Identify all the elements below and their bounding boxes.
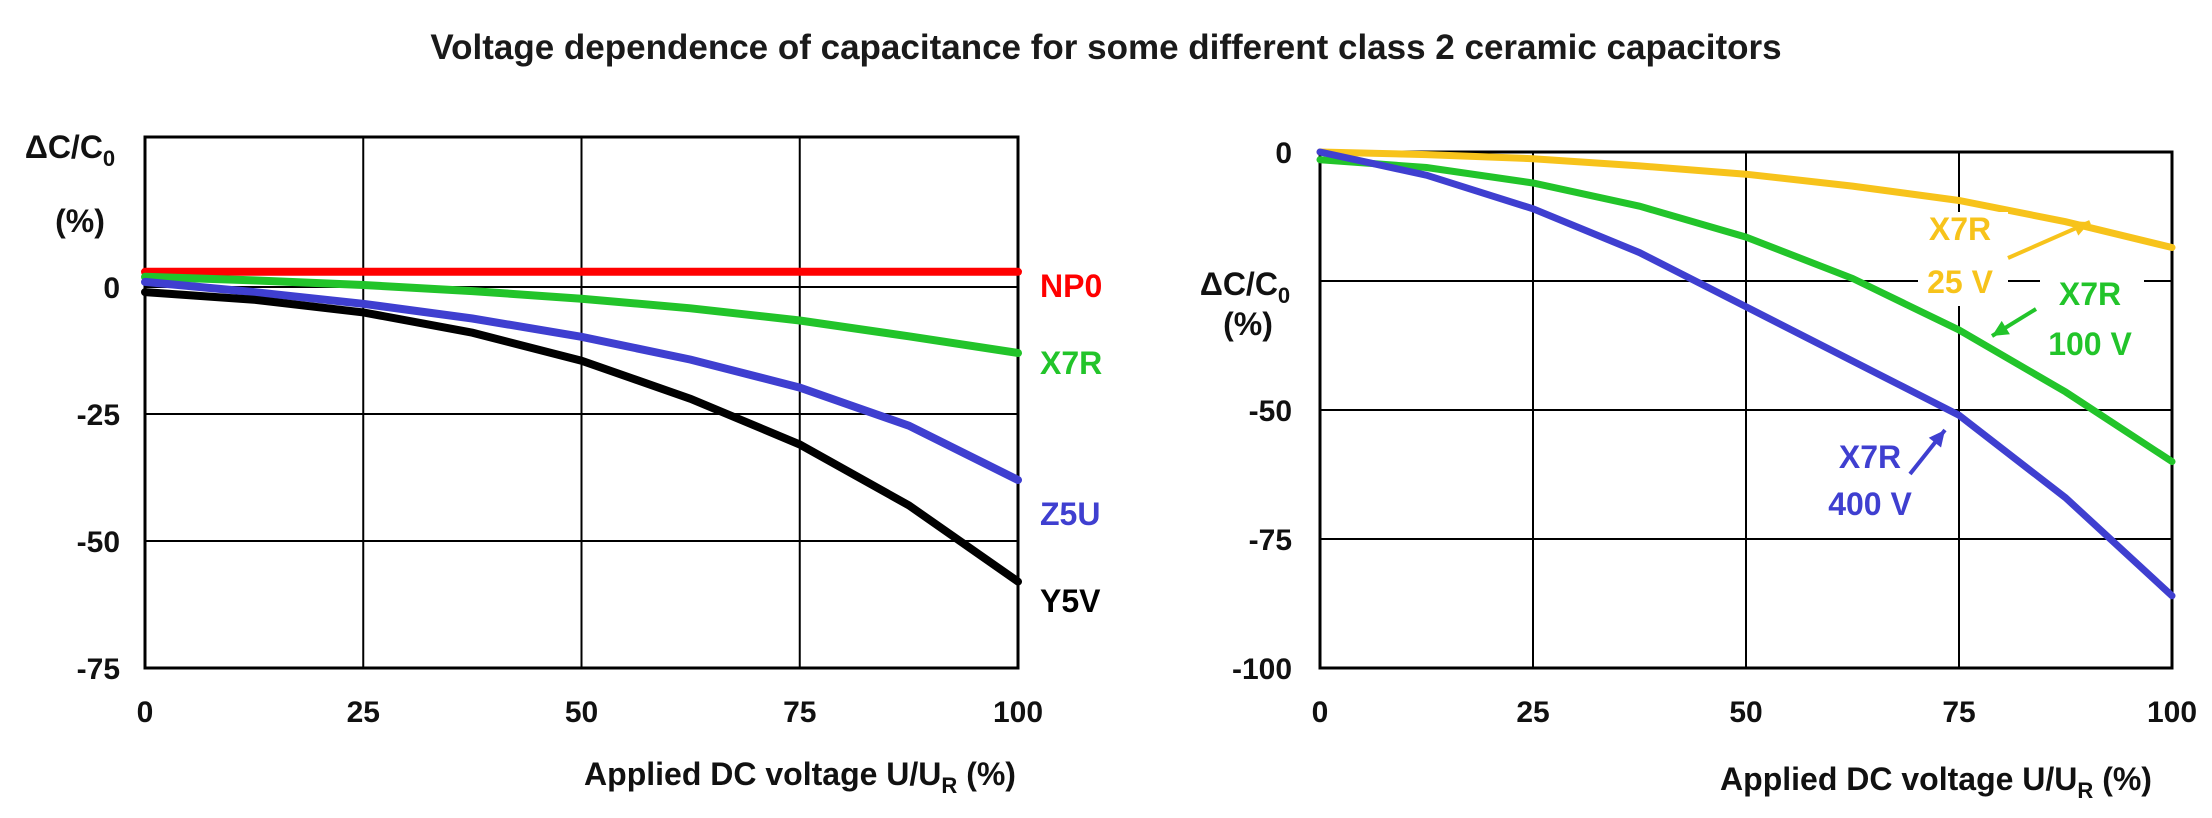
x-tick-label: 50 [565,696,598,729]
y-axis-label: ΔC/C0 [25,129,115,171]
series-line-x7r-400-v [1316,148,2176,600]
series-line-x7r [141,272,1022,357]
plot-frame [143,135,1020,670]
series-label-bg [1820,440,1920,530]
y-tick-label: -75 [1249,524,1292,557]
x-axis-label: Applied DC voltage U/UR (%) [1720,761,2152,803]
x-tick-label: 25 [347,696,380,729]
y-axis-label: ΔC/C0 [1200,266,1290,308]
y-tick-label: 0 [1275,137,1292,170]
y-axis-unit: (%) [55,203,105,239]
series-label-z5u: Z5U [1040,496,1100,532]
series-label-x7r-400-v-line2: 400 V [1828,486,1912,522]
x-tick-label: 50 [1729,696,1762,729]
series-label-np0: NP0 [1040,268,1102,304]
series-label-x7r-100-v-line1: X7R [2059,276,2121,312]
y-tick-label: -25 [77,399,120,432]
x-axis-label: Applied DC voltage U/UR (%) [584,756,1016,798]
y-tick-label: -50 [77,526,120,559]
series-line-x7r-25-v [1316,148,2176,251]
x-tick-label: 0 [1312,696,1329,729]
series-line-z5u [141,277,1022,484]
label-arrow-head [2072,221,2090,236]
y-tick-label: -100 [1232,653,1292,686]
x-tick-label: 100 [993,696,1043,729]
series-label-bg [1918,212,2008,306]
series-label-x7r: X7R [1040,345,1102,381]
label-arrow-head [1928,430,1945,448]
x-tick-label: 75 [783,696,816,729]
series-label-x7r-25-v-line2: 25 V [1927,264,1993,300]
y-tick-label: 0 [103,272,120,305]
series-line-x7r-100-v [1316,156,2176,466]
y-tick-label: -50 [1249,395,1292,428]
series-line-y5v [141,288,1022,586]
series-label-x7r-400-v-line1: X7R [1839,439,1901,475]
y-tick-label: -75 [77,653,120,686]
chart-left: 0 25 50 75 100 0 -25 -50 -75 ΔC/C0 (%) Applied DC v… [25,129,1102,798]
x-tick-label: 100 [2147,696,2197,729]
x-tick-label: 25 [1516,696,1549,729]
label-arrow-head [1992,320,2010,336]
series-label-bg [2040,275,2144,369]
plot-frame [1318,150,2174,670]
x-tick-label: 75 [1942,696,1975,729]
series-label-x7r-25-v-line1: X7R [1929,211,1991,247]
x-tick-label: 0 [137,696,154,729]
y-axis-unit: (%) [1223,306,1273,342]
figure-title: Voltage dependence of capacitance for so… [430,28,1782,67]
series-label-y5v: Y5V [1040,583,1101,619]
chart-right: 0 25 50 75 100 0 -50 -75 -100 ΔC/C0(%) Applied DC … [1200,137,2197,803]
series-label-x7r-100-v-line2: 100 V [2048,326,2132,362]
